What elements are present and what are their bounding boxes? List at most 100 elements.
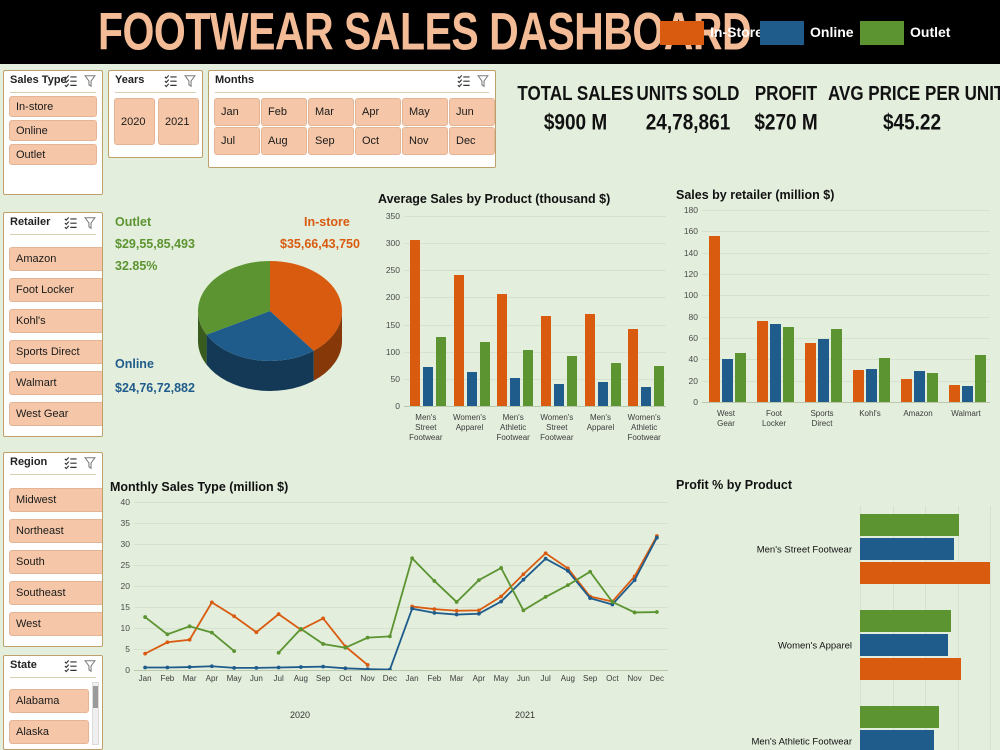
slicer-item-aug[interactable]: Aug [261,127,307,155]
y-tick-label: 0 [693,397,698,407]
slicer-retailer[interactable]: Retailer Amazon Foot Locker Kohl's Sport… [3,212,103,437]
x-tick-label: Oct [339,674,352,683]
slicer-item-sep[interactable]: Sep [308,127,354,155]
slicer-item-northeast[interactable]: Northeast [9,519,102,543]
chart-sales-by-retailer: Sales by retailer (million $) 0 20 40 60 80 1… [676,188,996,448]
slicer-item-outlet[interactable]: Outlet [9,144,97,165]
clear-filter-icon[interactable] [83,216,97,230]
slicer-item-walmart[interactable]: Walmart [9,371,102,395]
y-tick-label: 250 [385,265,400,276]
slicer-item-oct[interactable]: Oct [355,127,401,155]
state-scrollbar[interactable] [92,682,99,745]
slicer-item-nov[interactable]: Nov [402,127,448,155]
slicer-item-amazon[interactable]: Amazon [9,247,102,271]
slicer-header-sales-type: Sales Type [4,71,102,93]
multi-select-icon[interactable] [64,216,78,230]
slicer-items-state: Alabama Alaska [9,681,89,745]
slicer-items-region: Midwest Northeast South Southeast West [9,478,102,642]
slicer-item-may[interactable]: May [402,98,448,126]
x-tick-label: Foot Locker [761,409,786,428]
y-tick-label: 15 [120,602,130,612]
bar-outlet [860,706,940,728]
kpi-value-units-sold: 24,78,861 [645,111,731,136]
y-tick-label: 40 [120,497,130,507]
slicer-item-online[interactable]: Online [9,120,97,141]
pie-slice-outlet [198,261,270,335]
gridline [702,295,990,297]
clear-filter-icon[interactable] [83,456,97,470]
plot-area [702,210,990,403]
y-tick-label: 120 [683,269,698,279]
divider [115,92,196,93]
y-tick-label: 80 [688,311,698,322]
y-axis: 0 50 100 150 200 250 300 350 [378,211,400,411]
line-series-group [143,534,659,670]
slicer-item-in-store[interactable]: In-store [9,96,97,117]
multi-select-icon[interactable] [64,659,78,673]
slicer-item-west-gear[interactable]: West Gear [9,402,102,426]
bar-in-store [541,315,551,406]
clear-filter-icon[interactable] [83,659,97,673]
bar-outlet [783,327,794,402]
slicer-item-feb[interactable]: Feb [261,98,307,126]
y-category-label: Men's Street Footwear [756,544,852,556]
slicer-item-alabama[interactable]: Alabama [9,689,89,713]
multi-select-icon[interactable] [164,74,178,88]
gridline [134,628,668,629]
clear-filter-icon[interactable] [183,74,197,88]
slicer-months[interactable]: Months Jan Feb Mar Apr May Jun Jul Aug Sep Oct Nov… [208,70,496,168]
gridline [702,274,990,275]
state-scrollbar-thumb[interactable] [93,686,98,708]
x-axis: Men's Street Footwear Women's Apparel Men'… [404,410,666,460]
kpi-label-total-sales: TOTAL SALES [517,82,634,105]
slicer-header-months: Months [209,71,495,93]
kpi-units-sold: UNITS SOLD 24,78,861 [622,82,754,136]
slicer-years[interactable]: Years 2020 2021 [108,70,203,158]
x-tick-label: Jul [540,674,551,683]
slicer-title-retailer: Retailer [10,216,51,228]
slicer-item-sports-direct[interactable]: Sports Direct [9,340,102,364]
multi-select-icon[interactable] [64,74,78,88]
slicer-item-jul[interactable]: Jul [214,127,260,155]
slicer-state[interactable]: State Alabama Alaska [3,655,103,750]
slicer-item-mar[interactable]: Mar [308,98,354,126]
gridline [702,210,990,211]
slicer-item-apr[interactable]: Apr [355,98,401,126]
bar-outlet [654,366,665,406]
slicer-item-west[interactable]: West [9,612,102,636]
slicer-header-region: Region [4,453,102,475]
x-tick-label: Mar [182,674,197,683]
slicer-item-jan[interactable]: Jan [214,98,260,126]
multi-select-icon[interactable] [457,74,471,88]
slicer-item-dec[interactable]: Dec [449,127,495,155]
slicer-item-kohls[interactable]: Kohl's [9,309,102,333]
kpi-label-avg-price-per-unit: AVG PRICE PER UNIT [828,82,1000,105]
slicer-region[interactable]: Region Midwest Northeast South Southeast… [3,452,103,647]
x-tick-label: Nov [627,674,642,683]
x-tick-label: Feb [160,674,175,683]
gridline [702,402,990,403]
clear-filter-icon[interactable] [476,74,490,88]
slicer-item-south[interactable]: South [9,550,102,574]
kpi-value-total-sales: $900 M [543,111,608,136]
y-tick-label: 300 [385,238,400,249]
slicer-item-southeast[interactable]: Southeast [9,581,102,605]
pie-slice-side-in-store [313,311,342,381]
divider [10,234,96,235]
clear-filter-icon[interactable] [83,74,97,88]
gridline [134,649,668,650]
x-group-label-2021: 2021 [514,710,536,720]
slicer-item-2020[interactable]: 2020 [114,98,155,145]
bar-in-store [584,314,595,406]
slicer-item-foot-locker[interactable]: Foot Locker [9,278,102,302]
slicer-item-jun[interactable]: Jun [449,98,495,126]
slicer-item-alaska[interactable]: Alaska [9,720,89,744]
pie-value-in-store: $35,66,43,750 [280,237,360,251]
multi-select-icon[interactable] [64,456,78,470]
legend-label-online: Online [810,24,854,40]
x-tick-label: Mar [449,674,464,683]
slicer-sales-type[interactable]: Sales Type In-store Online Outlet [3,70,103,195]
slicer-item-midwest[interactable]: Midwest [9,488,102,512]
slicer-item-2021[interactable]: 2021 [158,98,199,145]
page-title: FOOTWEAR SALES DASHBOARD [98,2,752,61]
